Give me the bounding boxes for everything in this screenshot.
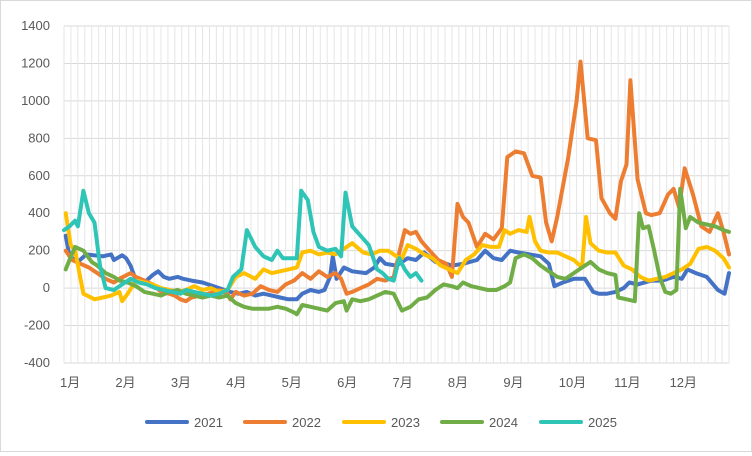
y-tick-label: 600 <box>28 168 50 183</box>
x-tick-label: 2月 <box>115 375 135 390</box>
series-line-2021 <box>63 233 731 302</box>
series-lines <box>62 59 731 317</box>
grid <box>63 25 730 364</box>
x-axis-ticks: 1月 2月 3月 4月 5月 6月 7月 8月 9月 10月 11月 12月 <box>60 375 697 390</box>
y-tick-label: 200 <box>28 243 50 258</box>
series-line-2024 <box>63 186 731 317</box>
series-line-2022 <box>63 59 731 304</box>
legend-label-2021: 2021 <box>194 415 223 430</box>
x-tick-label: 5月 <box>282 375 302 390</box>
x-tick-label: 6月 <box>337 375 357 390</box>
y-tick-label: 800 <box>28 130 50 145</box>
legend-label-2025: 2025 <box>588 415 617 430</box>
y-tick-label: -200 <box>24 318 50 333</box>
x-tick-label: 1月 <box>60 375 80 390</box>
x-tick-label: 4月 <box>226 375 246 390</box>
y-tick-label: 1000 <box>21 93 50 108</box>
y-tick-label: 1400 <box>21 18 50 33</box>
series-line-2025 <box>62 188 424 298</box>
y-tick-label: 0 <box>43 280 50 295</box>
y-tick-label: -400 <box>24 355 50 370</box>
legend-label-2024: 2024 <box>489 415 518 430</box>
x-tick-label: 12月 <box>670 375 697 390</box>
y-tick-label: 400 <box>28 205 50 220</box>
x-tick-label: 8月 <box>448 375 468 390</box>
x-tick-label: 3月 <box>171 375 191 390</box>
legend: 2021 2022 2023 2024 2025 <box>145 415 617 430</box>
x-tick-label: 7月 <box>393 375 413 390</box>
legend-label-2022: 2022 <box>292 415 321 430</box>
x-tick-label: 9月 <box>503 375 523 390</box>
x-tick-label: 10月 <box>559 375 586 390</box>
y-axis-ticks: -400 -200 0 200 400 600 800 1000 1200 1400 <box>21 18 50 370</box>
x-tick-label: 11月 <box>614 375 641 390</box>
legend-label-2023: 2023 <box>391 415 420 430</box>
y-tick-label: 1200 <box>21 55 50 70</box>
